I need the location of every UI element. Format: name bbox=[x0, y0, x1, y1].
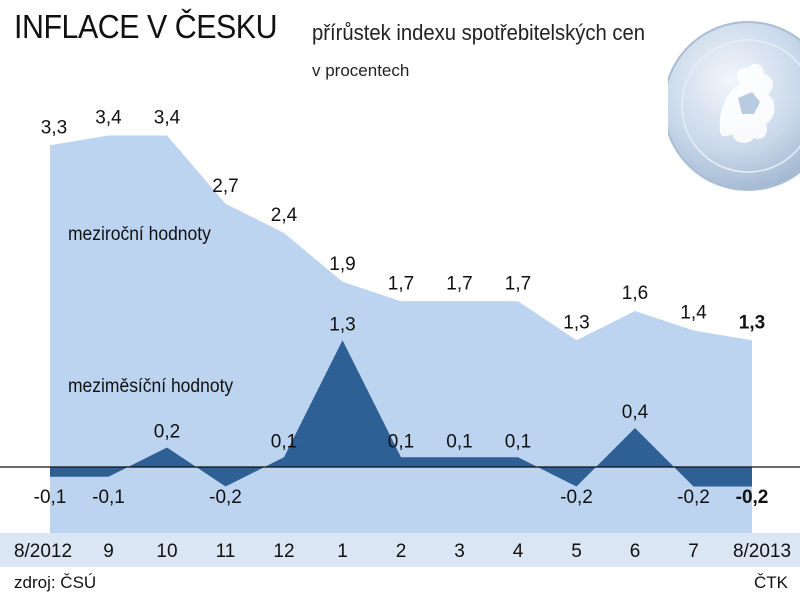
x-tick-label: 11 bbox=[216, 541, 236, 562]
source-note: zdroj: ČSÚ bbox=[14, 573, 97, 592]
axis-band bbox=[0, 533, 800, 567]
mom-data-label: 1,3 bbox=[329, 314, 355, 335]
mom-data-label: 0,1 bbox=[505, 431, 531, 452]
mom-data-label: -0,2 bbox=[736, 487, 769, 508]
yoy-data-label: 1,6 bbox=[622, 283, 648, 304]
unit-note: v procentech bbox=[312, 61, 410, 80]
x-tick-label: 12 bbox=[273, 541, 294, 562]
x-tick-label: 8/2013 bbox=[733, 541, 791, 562]
coin-emblem-icon bbox=[668, 21, 800, 191]
yoy-data-label: 1,7 bbox=[505, 273, 531, 294]
x-tick-labels: 8/2012 9 10 11 12 1 2 3 4 5 6 7 8/2013 bbox=[14, 541, 791, 562]
mom-data-labels: -0,1 -0,1 0,2 -0,2 0,1 1,3 0,1 0,1 0,1 -0,2 0,4 -0,… bbox=[34, 314, 769, 508]
yoy-data-label: 3,3 bbox=[41, 117, 67, 138]
mom-data-label: -0,1 bbox=[34, 487, 67, 508]
x-tick-label: 10 bbox=[156, 541, 177, 562]
x-tick-label: 5 bbox=[571, 541, 582, 562]
mom-data-label: -0,2 bbox=[677, 487, 710, 508]
x-tick-label: 7 bbox=[688, 541, 699, 562]
yoy-data-label: 1,3 bbox=[563, 312, 589, 333]
x-tick-label: 4 bbox=[513, 541, 524, 562]
chart-title: INFLACE V ČESKU bbox=[14, 8, 278, 45]
yoy-data-label: 2,4 bbox=[271, 205, 298, 226]
yoy-data-label: 3,4 bbox=[95, 108, 122, 129]
yoy-data-label: 1,3 bbox=[739, 312, 765, 333]
x-tick-label: 9 bbox=[103, 541, 114, 562]
yoy-area bbox=[50, 135, 752, 533]
x-tick-label: 1 bbox=[337, 541, 348, 562]
mom-data-label: 0,2 bbox=[154, 422, 180, 443]
yoy-data-labels: 3,3 3,4 3,4 2,7 2,4 1,9 1,7 1,7 1,7 1,3 1,6 1,4 1,3 bbox=[41, 108, 765, 334]
mom-area bbox=[50, 340, 752, 487]
x-tick-label: 6 bbox=[630, 541, 641, 562]
mom-data-label: -0,1 bbox=[92, 487, 125, 508]
agency-credit: ČTK bbox=[754, 573, 788, 592]
mom-data-label: 0,1 bbox=[388, 431, 414, 452]
yoy-data-label: 2,7 bbox=[212, 176, 238, 197]
mom-data-label: 0,4 bbox=[622, 402, 649, 423]
yoy-data-label: 3,4 bbox=[154, 108, 181, 129]
yoy-data-label: 1,4 bbox=[680, 303, 707, 324]
yoy-data-label: 1,7 bbox=[388, 273, 414, 294]
x-tick-label: 3 bbox=[454, 541, 465, 562]
mom-data-label: 0,1 bbox=[446, 431, 472, 452]
chart-subtitle: přírůstek indexu spotřebitelských cen bbox=[312, 20, 646, 45]
mom-data-label: 0,1 bbox=[271, 431, 297, 452]
yoy-data-label: 1,7 bbox=[446, 273, 472, 294]
yoy-data-label: 1,9 bbox=[329, 254, 355, 275]
mom-data-label: -0,2 bbox=[209, 487, 242, 508]
mom-series-label: meziměsíční hodnoty bbox=[68, 376, 234, 397]
yoy-series-label: meziroční hodnoty bbox=[68, 224, 211, 245]
mom-data-label: -0,2 bbox=[560, 487, 593, 508]
x-tick-label: 8/2012 bbox=[14, 541, 72, 562]
x-tick-label: 2 bbox=[396, 541, 407, 562]
